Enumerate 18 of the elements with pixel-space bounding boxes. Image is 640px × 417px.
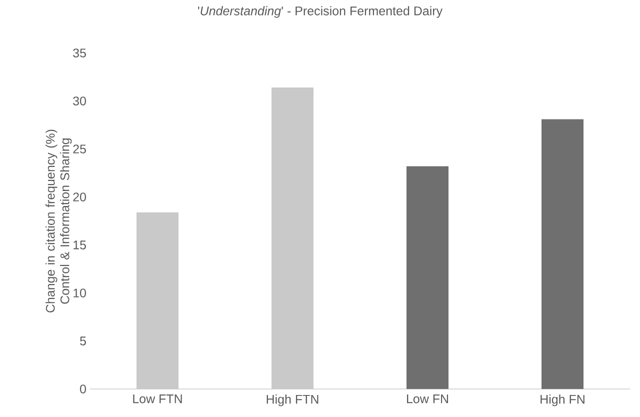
y-tick-label: 25 (73, 144, 86, 154)
y-tick-label: 20 (73, 192, 86, 202)
bar (272, 88, 314, 389)
x-tick-label: Low FN (407, 394, 448, 404)
y-tick-label: 30 (73, 96, 86, 106)
y-tick-label: 10 (74, 288, 86, 298)
x-tick-label: High FTN (266, 394, 318, 406)
chart-title: 'Understanding' - Precision Fermented Dairy (198, 6, 443, 18)
bar (136, 212, 179, 389)
y-tick-label: 5 (80, 336, 86, 346)
bar (542, 119, 584, 389)
bar (406, 166, 449, 389)
y-tick-label: 15 (74, 240, 86, 250)
y-tick-label: 0 (80, 384, 86, 394)
x-tick-label: High FN (540, 394, 584, 406)
y-axis-title: Change in citation frequency (%) Control & Information Sharing (46, 130, 72, 312)
x-tick-label: Low FTN (133, 394, 182, 404)
y-tick-label: 35 (73, 48, 86, 58)
